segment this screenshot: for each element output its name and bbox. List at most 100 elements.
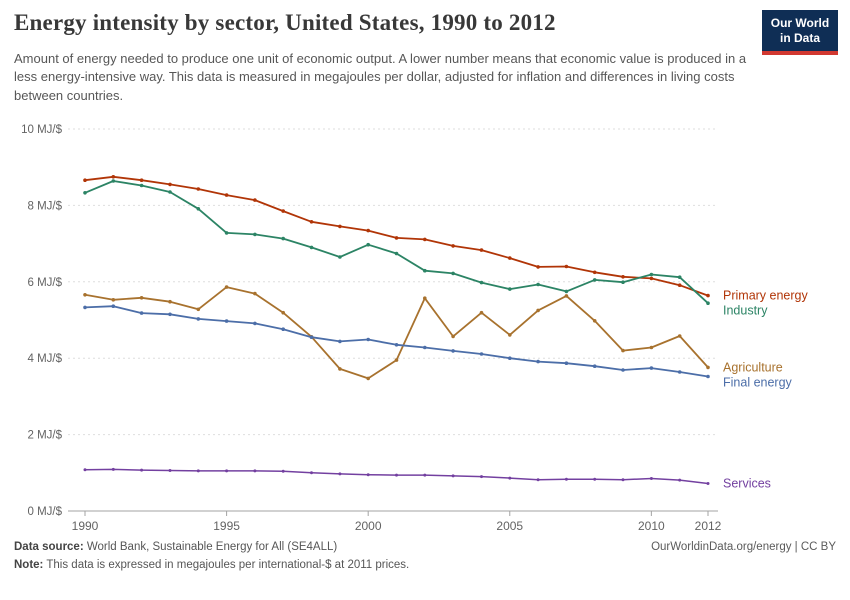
data-point-primary-energy-2007[interactable] [564,264,569,269]
data-point-services-2006[interactable] [536,478,540,482]
data-point-services-1992[interactable] [140,468,144,472]
data-point-industry-2007[interactable] [564,289,569,294]
data-point-industry-2000[interactable] [366,242,371,247]
data-point-final-energy-2012[interactable] [706,374,710,379]
data-point-primary-energy-1999[interactable] [338,224,342,229]
data-point-services-1998[interactable] [310,471,313,475]
data-point-services-1999[interactable] [338,472,342,476]
data-point-final-energy-2005[interactable] [508,356,512,361]
data-point-final-energy-2008[interactable] [592,364,597,369]
data-point-primary-energy-2004[interactable] [479,248,484,252]
data-point-services-2012[interactable] [706,482,710,485]
data-point-agriculture-1997[interactable] [281,310,286,315]
data-point-industry-1997[interactable] [281,236,286,241]
data-point-industry-1999[interactable] [338,255,342,259]
data-point-final-energy-1990[interactable] [83,305,87,310]
series-label-agriculture[interactable]: Agriculture [723,360,783,374]
data-point-services-2011[interactable] [678,478,682,482]
data-point-agriculture-2003[interactable] [451,334,455,339]
data-point-primary-energy-1997[interactable] [281,209,286,213]
data-point-industry-1992[interactable] [139,183,144,188]
data-point-primary-energy-1996[interactable] [253,198,257,202]
data-point-primary-energy-1995[interactable] [224,193,229,197]
data-point-primary-energy-2006[interactable] [536,265,540,269]
series-label-final-energy[interactable]: Final energy [723,375,793,389]
data-point-final-energy-1992[interactable] [139,311,144,315]
data-point-services-2008[interactable] [593,477,597,481]
data-point-agriculture-2012[interactable] [706,365,710,370]
data-point-services-2002[interactable] [423,473,427,477]
data-point-industry-1996[interactable] [253,232,257,237]
data-point-primary-energy-1993[interactable] [168,182,172,187]
data-point-primary-energy-2010[interactable] [649,276,654,281]
data-point-agriculture-2006[interactable] [536,308,540,313]
data-point-services-1991[interactable] [111,467,115,471]
data-point-primary-energy-1994[interactable] [196,187,201,191]
owid-logo[interactable]: Our World in Data [762,10,838,55]
data-point-industry-2009[interactable] [621,280,625,285]
data-point-industry-1994[interactable] [196,207,201,211]
data-point-agriculture-1991[interactable] [111,298,116,302]
data-point-industry-2010[interactable] [649,272,654,277]
data-point-primary-energy-2012[interactable] [706,293,710,298]
data-point-industry-2006[interactable] [536,282,540,287]
data-point-industry-2001[interactable] [394,251,399,256]
data-point-services-2001[interactable] [395,473,398,477]
data-point-primary-energy-2003[interactable] [451,244,455,248]
data-point-agriculture-1999[interactable] [338,367,342,371]
data-point-final-energy-1995[interactable] [224,319,229,323]
data-point-agriculture-2008[interactable] [592,319,597,323]
data-point-final-energy-1997[interactable] [281,327,286,332]
data-point-final-energy-2007[interactable] [564,361,569,366]
data-point-final-energy-2011[interactable] [677,370,682,374]
data-point-primary-energy-2008[interactable] [592,270,597,275]
data-point-agriculture-2011[interactable] [677,334,682,338]
data-point-industry-2005[interactable] [508,287,512,291]
data-point-final-energy-1994[interactable] [196,317,201,321]
series-label-primary-energy[interactable]: Primary energy [723,289,808,303]
data-point-services-1997[interactable] [281,469,285,473]
data-point-industry-1990[interactable] [83,191,87,195]
series-line-agriculture[interactable] [84,286,709,380]
data-point-agriculture-2000[interactable] [366,376,371,381]
data-point-industry-2002[interactable] [423,268,427,273]
data-point-primary-energy-2002[interactable] [423,237,427,242]
data-point-industry-2004[interactable] [479,280,484,285]
data-point-primary-energy-2005[interactable] [508,256,512,260]
data-point-primary-energy-2000[interactable] [366,228,371,233]
data-point-agriculture-2009[interactable] [621,348,625,353]
data-point-final-energy-2009[interactable] [621,368,625,372]
data-point-services-2007[interactable] [564,477,568,481]
data-point-agriculture-2001[interactable] [394,358,399,362]
data-point-services-2010[interactable] [649,477,653,480]
data-point-agriculture-2002[interactable] [423,296,427,301]
data-point-final-energy-1999[interactable] [338,339,342,344]
data-point-primary-energy-2009[interactable] [621,275,625,279]
data-point-agriculture-1994[interactable] [196,307,201,312]
data-point-services-2004[interactable] [480,475,483,479]
data-point-primary-energy-2001[interactable] [394,236,399,240]
data-point-agriculture-2004[interactable] [479,310,484,315]
data-point-industry-2003[interactable] [451,271,455,276]
data-point-industry-1998[interactable] [309,245,314,250]
data-point-industry-2012[interactable] [706,301,710,306]
data-point-services-1994[interactable] [196,469,200,473]
data-point-final-energy-1993[interactable] [168,312,172,317]
owid-url-link[interactable]: OurWorldinData.org/energy | CC BY [651,541,836,553]
data-point-services-2005[interactable] [508,476,512,480]
data-point-agriculture-1993[interactable] [168,299,172,304]
data-point-industry-2008[interactable] [592,278,597,282]
data-point-primary-energy-1990[interactable] [83,178,87,182]
data-point-agriculture-1996[interactable] [253,291,257,296]
data-point-agriculture-1992[interactable] [139,296,144,300]
series-label-services[interactable]: Services [723,476,771,490]
data-point-final-energy-2010[interactable] [649,366,654,370]
data-point-final-energy-1991[interactable] [111,304,116,309]
data-point-industry-2011[interactable] [677,275,682,280]
data-point-primary-energy-1998[interactable] [309,220,314,224]
data-point-agriculture-2010[interactable] [649,345,654,350]
data-point-industry-1991[interactable] [111,179,116,183]
data-point-services-2009[interactable] [621,478,625,482]
data-point-primary-energy-2011[interactable] [677,283,682,288]
